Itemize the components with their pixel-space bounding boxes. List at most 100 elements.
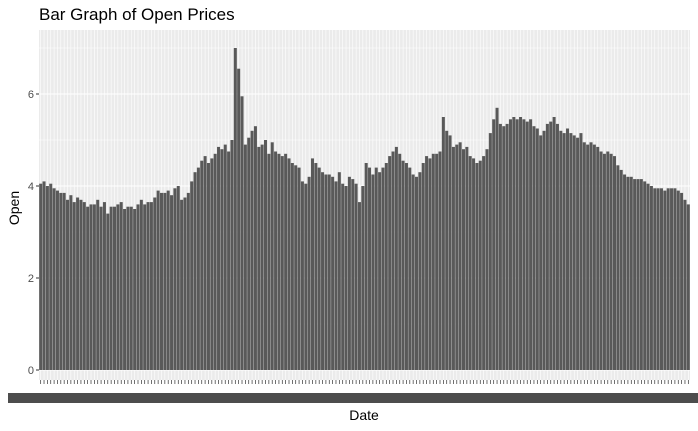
bar: [666, 188, 670, 370]
bar: [82, 202, 86, 370]
bar: [250, 130, 254, 370]
bar: [508, 119, 512, 370]
bar: [321, 172, 325, 370]
bar: [656, 188, 660, 370]
bar: [401, 160, 405, 370]
x-tick-labels-overlap: [8, 393, 698, 403]
bar: [39, 183, 43, 370]
bar: [478, 160, 482, 370]
bar: [582, 142, 586, 370]
bar: [569, 133, 573, 370]
bar: [445, 130, 449, 370]
bar: [602, 153, 606, 370]
bar: [149, 202, 153, 370]
bar: [163, 192, 167, 370]
bar: [670, 188, 674, 370]
bar: [404, 163, 408, 370]
bar: [210, 158, 214, 370]
bar: [277, 153, 281, 370]
x-axis-label: Date: [349, 407, 379, 423]
bar: [247, 137, 251, 370]
bar: [270, 142, 274, 370]
bar: [629, 176, 633, 370]
bar: [354, 183, 358, 370]
bar: [344, 186, 348, 370]
bar: [314, 163, 318, 370]
bar: [428, 158, 432, 370]
bar: [589, 142, 593, 370]
bar: [307, 176, 311, 370]
bar: [542, 130, 546, 370]
bar: [133, 209, 137, 370]
bar: [166, 190, 170, 370]
bar: [686, 204, 690, 370]
bar: [683, 199, 687, 370]
bar: [233, 48, 237, 370]
bar: [673, 188, 677, 370]
bar: [341, 183, 345, 370]
bar: [223, 144, 227, 370]
bar: [680, 192, 684, 370]
bar: [119, 202, 123, 370]
bar: [482, 156, 486, 370]
bar: [431, 153, 435, 370]
bar: [237, 68, 241, 370]
bar: [72, 202, 76, 370]
bar: [549, 121, 553, 370]
bar: [492, 119, 496, 370]
bar: [317, 167, 321, 370]
bars: [39, 48, 690, 371]
bar: [458, 142, 462, 370]
bar: [649, 186, 653, 370]
bar: [502, 126, 506, 370]
bar: [455, 144, 459, 370]
bar: [522, 119, 526, 370]
bar: [495, 107, 499, 371]
bar: [156, 190, 160, 370]
y-axis-label: Open: [6, 191, 22, 225]
bar: [186, 192, 190, 370]
bar: [327, 174, 331, 370]
bar: [139, 199, 143, 370]
bar: [498, 123, 502, 371]
bar: [89, 204, 93, 370]
bar: [274, 151, 278, 370]
bar: [636, 179, 640, 370]
bar: [86, 206, 90, 370]
bar: [435, 153, 439, 370]
x-axis-ticks: [40, 380, 689, 384]
bar: [576, 137, 580, 370]
bar: [260, 144, 264, 370]
bar: [62, 192, 66, 370]
y-tick-label: 6: [28, 89, 34, 101]
bar: [659, 188, 663, 370]
bar: [599, 151, 603, 370]
bar: [220, 149, 224, 370]
y-tick-label: 0: [28, 365, 34, 377]
bar: [45, 186, 49, 370]
bar: [351, 179, 355, 370]
bar: [639, 179, 643, 370]
bar: [616, 165, 620, 370]
bar: [535, 128, 539, 370]
bar: [438, 151, 442, 370]
bar: [364, 163, 368, 370]
bar: [153, 197, 157, 370]
bar: [475, 163, 479, 370]
chart-title: Bar Graph of Open Prices: [39, 5, 235, 24]
bar: [99, 206, 103, 370]
bar: [606, 151, 610, 370]
bar: [196, 167, 200, 370]
bar: [109, 206, 113, 370]
bar: [49, 183, 53, 370]
bar: [331, 176, 335, 370]
bar: [334, 181, 338, 370]
bar: [572, 135, 576, 370]
bar: [203, 156, 207, 370]
bar: [398, 153, 402, 370]
bar: [112, 206, 117, 370]
bar: [347, 176, 351, 370]
bar: [361, 186, 365, 370]
bar: [525, 121, 529, 370]
